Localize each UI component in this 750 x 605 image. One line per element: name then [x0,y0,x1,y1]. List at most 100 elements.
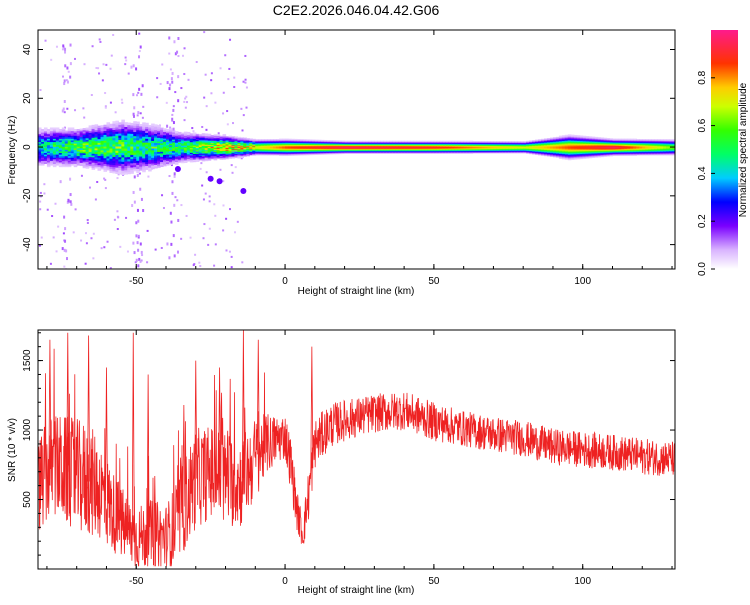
heatmap-cell [258,148,262,150]
heatmap-cell [106,159,111,163]
heatmap-cell [317,141,322,143]
heatmap-cell [168,131,173,134]
heatmap-cell [567,144,572,147]
heatmap-cell [79,130,84,133]
heatmap-cell [163,129,167,133]
heatmap-noise-cell [90,237,93,240]
heatmap-cell [529,143,533,145]
heatmap-cell [544,145,548,147]
heatmap-cell [561,148,566,150]
heatmap-noise-cell [177,75,180,79]
heatmap-noise-cell [169,68,172,71]
heatmap-cell [276,140,280,142]
heatmap-cell [180,150,185,152]
heatmap-cell [234,149,239,151]
heatmap-cell [231,138,236,141]
heatmap-cell [564,147,569,149]
heatmap-cell [40,160,45,163]
heatmap-cell [210,153,215,156]
heatmap-cell [246,148,250,151]
heatmap-noise-cell [226,123,229,126]
heatmap-cell [186,136,191,139]
heatmap-cell [240,155,244,157]
heatmap-cell [195,141,200,144]
heatmap-cell [282,147,286,149]
heatmap-cell [544,146,548,148]
heatmap-cell [308,143,313,145]
heatmap-cell [192,139,197,142]
heatmap-noise-cell [142,209,145,213]
heatmap-cell [148,134,152,138]
heatmap-cell [97,157,102,160]
heatmap-cell [270,139,274,141]
heatmap-cell [564,148,569,150]
heatmap-cell [302,149,307,151]
heatmap-cell [544,139,548,142]
heatmap-cell [160,136,164,139]
heatmap-cell [267,142,271,145]
heatmap-cell [329,148,334,150]
heatmap-cell [285,139,289,141]
heatmap-noise-cell [44,39,47,42]
heatmap-cell [311,139,316,141]
heatmap-cell [195,154,200,157]
heatmap-cell [192,137,197,139]
heatmap-cell [58,163,63,166]
heatmap-cell [234,153,239,155]
heatmap-cell [46,141,51,144]
heatmap-cell [201,146,206,149]
heatmap-cell [561,157,566,159]
heatmap-cell [163,152,167,155]
heatmap-cell [222,144,227,147]
heatmap-cell [225,157,230,160]
heatmap-noise-cell [245,86,248,89]
heatmap-cell [136,152,140,155]
heatmap-cell [320,145,325,147]
heatmap-cell [288,142,292,144]
heatmap-cell [323,144,328,146]
heatmap-cell [38,160,42,163]
heatmap-noise-cell [140,197,143,201]
heatmap-cell [79,155,84,159]
heatmap-cell [291,139,295,141]
heatmap-cell [121,154,125,158]
heatmap-cell [133,160,137,164]
heatmap-cell [201,140,206,143]
heatmap-cell [567,137,572,139]
heatmap-cell [555,145,560,147]
heatmap-cell [308,145,313,147]
heatmap-cell [311,154,316,156]
heatmap-cell [302,154,307,156]
heatmap-noise-cell [50,58,53,61]
heatmap-cell [279,141,283,143]
heatmap-cell [52,136,57,139]
heatmap-cell [526,147,530,149]
heatmap-cell [273,149,277,152]
heatmap-cell [163,156,167,159]
heatmap-cell [288,140,292,142]
heatmap-cell [308,153,313,155]
heatmap-cell [58,161,63,165]
heatmap-cell [552,148,557,150]
heatmap-noise-cell [176,250,179,254]
heatmap-cell [538,149,542,152]
heatmap-cell [43,133,48,136]
heatmap-cell [558,143,563,145]
heatmap-cell [130,143,134,147]
heatmap-cell [186,158,191,161]
heatmap-cell [163,131,167,134]
heatmap-cell [207,137,212,140]
heatmap-cell [151,151,155,155]
heatmap-cell [296,150,301,152]
heatmap-cell [225,155,230,157]
heatmap-cell [79,159,84,162]
heatmap-cell [222,149,227,151]
heatmap-cell [252,144,256,146]
heatmap-cell [43,146,48,149]
heatmap-cell [40,129,45,132]
heatmap-noise-cell [171,71,174,75]
heatmap-cell [555,140,560,143]
figure-title: C2E2.2026.046.04.42.G06 [273,2,440,18]
heatmap-cell [88,158,93,161]
heatmap-cell [234,144,239,146]
